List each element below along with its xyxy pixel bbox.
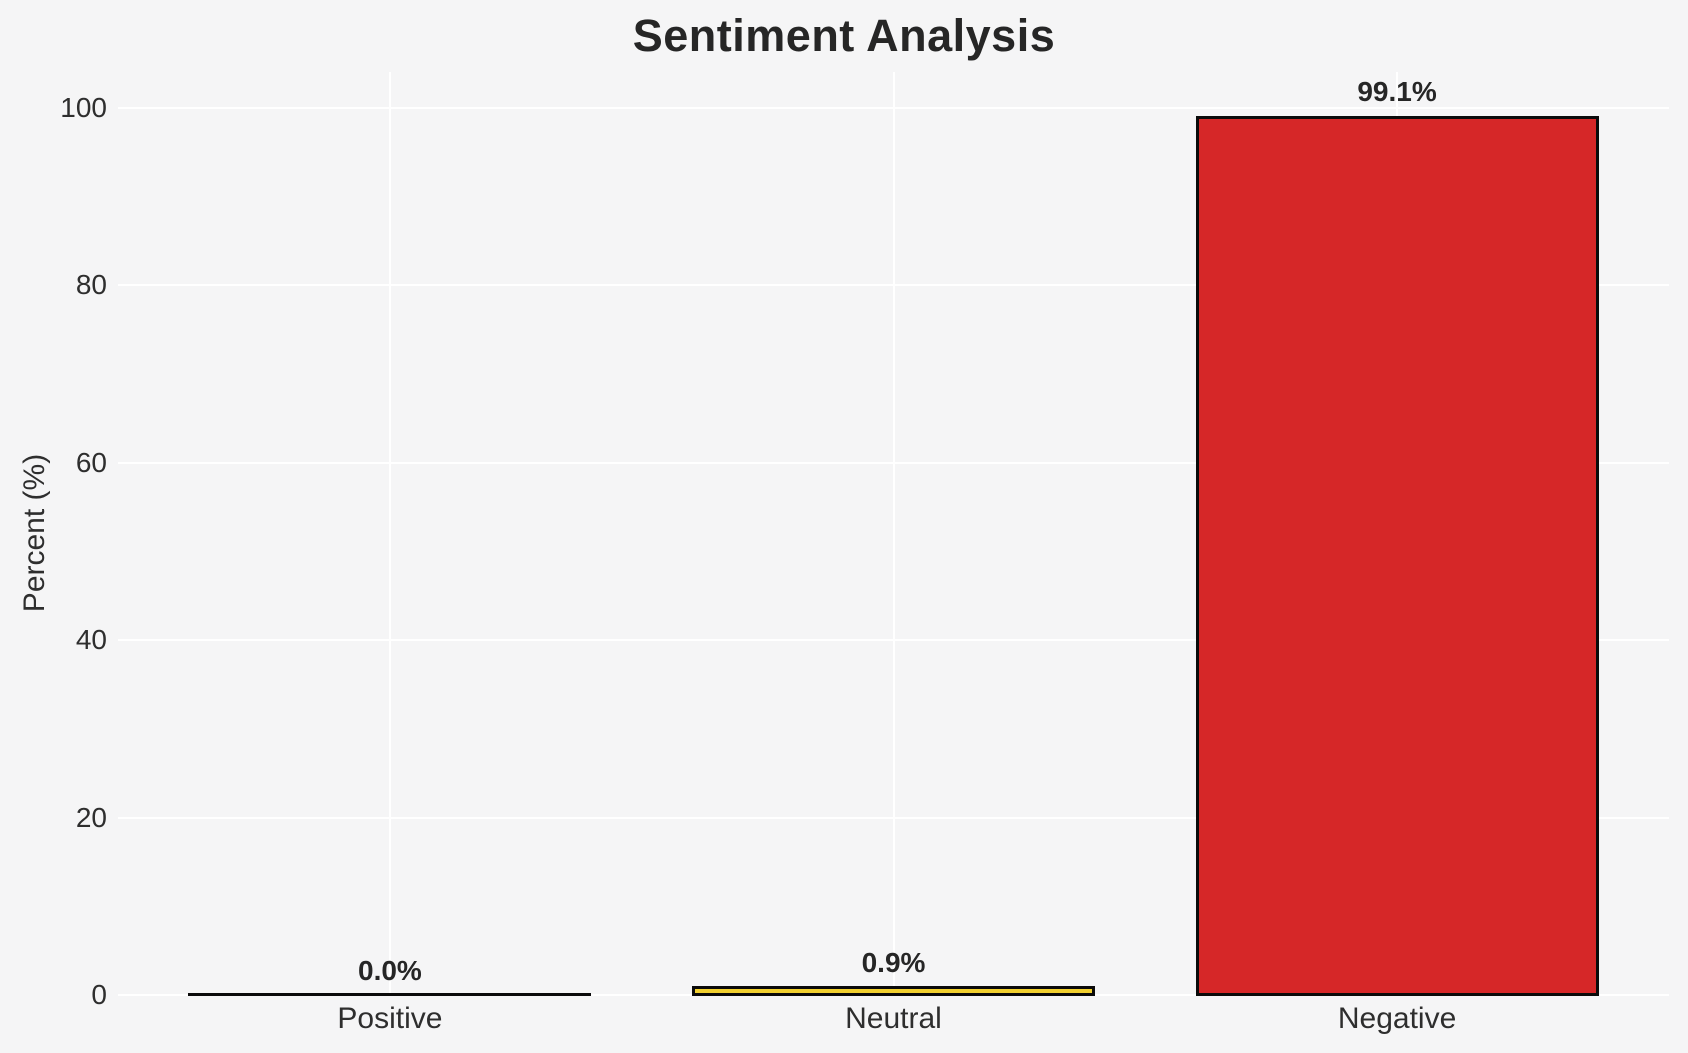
y-tick-label: 100 (60, 92, 107, 123)
bar-negative (1195, 115, 1599, 996)
bar-value-label: 0.0% (358, 955, 422, 986)
bar-neutral (692, 986, 1095, 996)
vertical-gridline (892, 72, 895, 995)
x-tick-label-negative: Negative (1337, 1002, 1457, 1035)
bar-positive (188, 993, 592, 996)
y-tick-label: 80 (75, 269, 107, 301)
chart-title: Sentiment Analysis (632, 10, 1056, 61)
y-tick-label: 0 (91, 979, 107, 1010)
vertical-gridline (388, 72, 391, 995)
bar-value-label: 99.1% (1357, 75, 1437, 107)
bar-value-label: 0.9% (861, 947, 926, 979)
y-tick-label: 60 (75, 446, 107, 478)
y-tick-label: 20 (75, 801, 107, 833)
x-tick-label-neutral: Neutral (845, 1002, 942, 1035)
x-tick-label-positive: Positive (337, 1002, 443, 1035)
y-tick-label: 40 (75, 624, 107, 656)
